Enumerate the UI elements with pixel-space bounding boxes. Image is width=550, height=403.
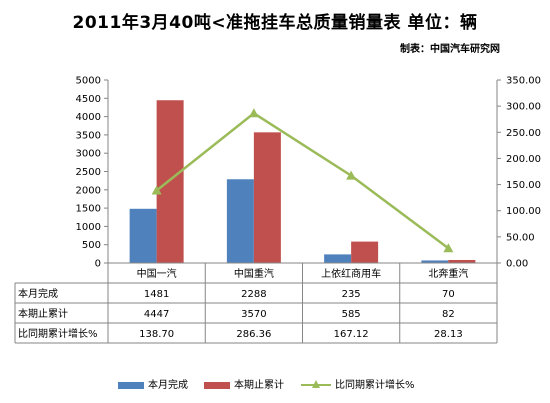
bar-cumulative bbox=[156, 100, 184, 263]
table-value: 3570 bbox=[241, 309, 266, 320]
legend-swatch bbox=[204, 381, 230, 389]
chart-title: 2011年3月40吨<准拖挂车总质量销量表 单位：辆 bbox=[72, 13, 478, 33]
legend-item: 本期止累计 bbox=[204, 376, 284, 391]
legend-label: 比同期累计增长% bbox=[335, 380, 415, 391]
legend-swatch bbox=[301, 380, 331, 390]
table-value: 4447 bbox=[144, 309, 169, 320]
legend-item: 本月完成 bbox=[118, 376, 188, 391]
growth-line bbox=[155, 111, 450, 250]
table-value: 82 bbox=[442, 309, 455, 320]
bar-monthly bbox=[421, 260, 449, 263]
y-left-tick-label: 4500 bbox=[76, 94, 101, 105]
table-value: 585 bbox=[342, 309, 361, 320]
bar-monthly bbox=[129, 208, 157, 263]
y-left-tick-label: 500 bbox=[82, 240, 101, 251]
x-category-label: 北奔重汽 bbox=[428, 267, 468, 280]
chart-source: 制表：中国汽车研究网 bbox=[400, 44, 500, 55]
table-value: 1481 bbox=[144, 289, 169, 300]
y-left-tick-label: 2500 bbox=[76, 167, 101, 178]
table-value: 286.36 bbox=[236, 329, 271, 340]
y-left-tick-label: 0 bbox=[95, 259, 101, 270]
y-left-tick-label: 4000 bbox=[76, 112, 101, 123]
table-value: 28.13 bbox=[434, 329, 463, 340]
y-right-tick-label: 200.00 bbox=[506, 154, 541, 165]
table-value: 167.12 bbox=[334, 329, 369, 340]
y-left-tick-label: 1000 bbox=[76, 222, 101, 233]
bar-cumulative bbox=[448, 259, 476, 263]
bar-cumulative bbox=[351, 241, 379, 263]
table-series-name: 本月完成 bbox=[18, 287, 58, 300]
y-left-tick-label: 3000 bbox=[76, 149, 101, 160]
legend: 本月完成 本期止累计 比同期累计增长% bbox=[0, 376, 550, 394]
y-left-tick-label: 2000 bbox=[76, 185, 101, 196]
y-left-tick-label: 1500 bbox=[76, 204, 101, 215]
bar-monthly bbox=[324, 254, 352, 263]
table-value: 2288 bbox=[241, 289, 266, 300]
y-right-tick-label: 300.00 bbox=[506, 102, 541, 113]
bar-cumulative bbox=[253, 132, 281, 263]
growth-point bbox=[248, 108, 259, 118]
legend-item: 比同期累计增长% bbox=[301, 376, 415, 391]
table-value: 235 bbox=[342, 289, 361, 300]
y-left-tick-label: 5000 bbox=[76, 76, 101, 87]
legend-swatch bbox=[118, 381, 144, 389]
bar-monthly bbox=[226, 179, 254, 263]
y-right-tick-label: 100.00 bbox=[506, 206, 541, 217]
x-category-label: 中国重汽 bbox=[234, 267, 274, 280]
table-series-name: 本期止累计 bbox=[18, 307, 68, 320]
y-right-tick-label: 250.00 bbox=[506, 128, 541, 139]
table-value: 138.70 bbox=[139, 329, 174, 340]
x-category-label: 中国一汽 bbox=[137, 267, 177, 280]
growth-point bbox=[151, 185, 162, 195]
y-right-tick-label: 50.00 bbox=[506, 232, 535, 243]
y-right-tick-label: 150.00 bbox=[506, 180, 541, 191]
growth-point bbox=[443, 243, 454, 253]
table-series-name: 比同期累计增长% bbox=[18, 327, 98, 340]
y-left-tick-label: 3500 bbox=[76, 130, 101, 141]
y-right-tick-label: 0.00 bbox=[506, 259, 528, 270]
table-value: 70 bbox=[442, 289, 455, 300]
y-right-tick-label: 350.00 bbox=[506, 76, 541, 87]
x-category-label: 上依红商用车 bbox=[321, 267, 381, 280]
legend-label: 本期止累计 bbox=[234, 380, 284, 391]
growth-point bbox=[346, 170, 357, 180]
legend-label: 本月完成 bbox=[148, 380, 188, 391]
